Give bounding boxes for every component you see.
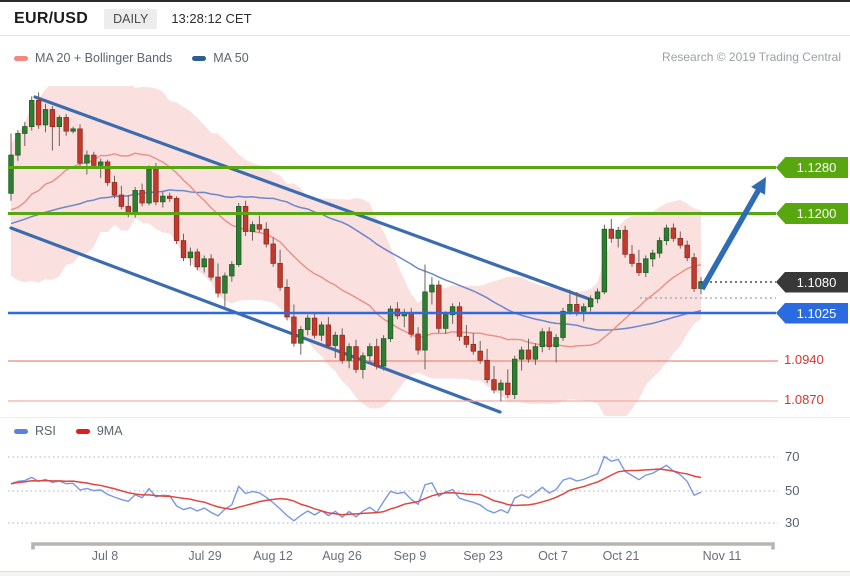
x-axis-label-aug-26: Aug 26: [322, 549, 362, 563]
rsi-tick-50: 50: [785, 483, 800, 498]
price-label-1.0870: 1.0870: [784, 392, 824, 407]
x-axis-label-aug-12: Aug 12: [253, 549, 293, 563]
clock-label: 13:28:12 CET: [171, 11, 252, 26]
rsi-swatch-icon: [14, 428, 28, 434]
legend-item-9ma: 9MA: [75, 424, 123, 438]
window-top-border: [0, 0, 850, 2]
price-badge-1.1025: 1.1025: [776, 302, 848, 324]
legend-label: MA 50: [213, 51, 249, 65]
bullish-arrow-head: [751, 177, 766, 195]
chart-header: EUR/USD DAILY 13:28:12 CET: [0, 2, 850, 36]
legend-item-ma50: MA 50: [192, 51, 249, 65]
timeframe-selector[interactable]: DAILY: [104, 8, 158, 29]
ma20-line: [10, 152, 702, 348]
ma50-line: [10, 189, 702, 331]
price-badge-1.1280: 1.1280: [776, 157, 848, 178]
rsi-tick-30: 30: [785, 515, 800, 530]
legend-label: RSI: [35, 424, 56, 438]
x-axis-label-jul-8: Jul 8: [91, 549, 119, 563]
main-legend: MA 20 + Bollinger Bands MA 50: [14, 51, 261, 65]
x-axis-label-nov-11: Nov 11: [702, 549, 742, 563]
x-axis-label-sep-23: Sep 23: [463, 549, 503, 563]
rsi-line: [10, 455, 702, 522]
x-axis-label-oct-7: Oct 7: [538, 549, 568, 563]
bottom-strip: [0, 571, 850, 576]
price-label-1.0940: 1.0940: [784, 352, 824, 367]
symbol-title: EUR/USD: [14, 9, 89, 27]
research-credit: Research © 2019 Trading Central: [662, 50, 841, 64]
rsi-panel: [8, 455, 778, 524]
price-badge-1.1200: 1.1200: [776, 203, 848, 224]
ma50-swatch-icon: [192, 55, 207, 61]
x-axis-label-oct-21: Oct 21: [602, 549, 640, 563]
9ma-swatch-icon: [75, 428, 90, 434]
bullish-arrow-shaft: [699, 182, 765, 291]
rsi-9ma-line: [10, 468, 702, 516]
legend-item-ma20-bollinger: MA 20 + Bollinger Bands: [14, 51, 172, 65]
legend-item-rsi: RSI: [14, 424, 56, 438]
main-price-panel: [8, 86, 778, 416]
x-axis-label-sep-9: Sep 9: [393, 549, 427, 563]
x-axis-label-jul-29: Jul 29: [188, 549, 222, 563]
legend-label: MA 20 + Bollinger Bands: [35, 51, 173, 65]
rsi-tick-70: 70: [785, 449, 800, 464]
price-badge-1.1080: 1.1080: [776, 271, 848, 293]
time-range-scrollbar[interactable]: [31, 542, 775, 550]
upper-channel-trendline: [33, 95, 594, 302]
ma20-bollinger-swatch-icon: [14, 55, 28, 61]
lower-channel-trendline: [9, 226, 502, 414]
legend-label: 9MA: [96, 424, 123, 438]
rsi-legend: RSI 9MA: [14, 424, 135, 438]
panel-divider: [0, 417, 850, 418]
